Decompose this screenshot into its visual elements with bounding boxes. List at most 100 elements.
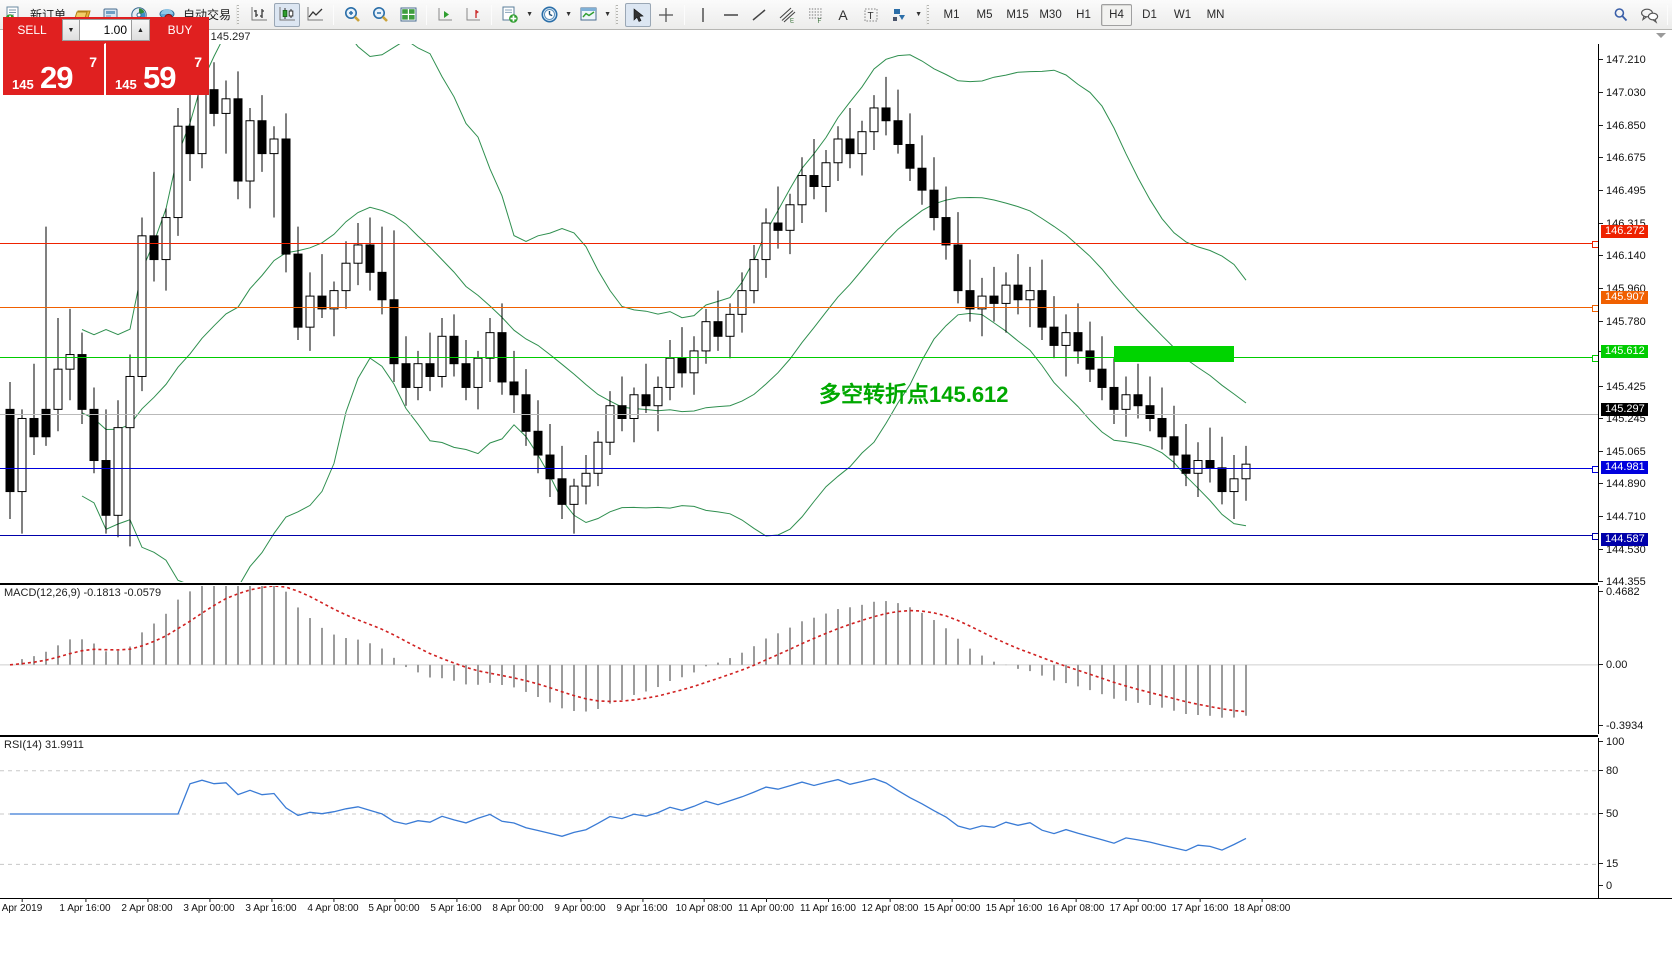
volume-input[interactable]: 1.00	[80, 19, 132, 41]
zoom-out-icon[interactable]	[367, 3, 393, 27]
auto-scroll-icon[interactable]	[432, 3, 458, 27]
timeframe-h1[interactable]: H1	[1076, 8, 1091, 21]
time-axis-tick: 5 Apr 16:00	[430, 898, 482, 914]
line-chart-icon[interactable]	[302, 3, 328, 27]
chat-icon[interactable]	[1636, 3, 1662, 27]
timeframe-m5[interactable]: M5	[976, 8, 993, 21]
macd-label[interactable]: MACD(12,26,9) -0.1813 -0.0579	[4, 587, 162, 599]
level-handle[interactable]	[1592, 466, 1598, 473]
zoom-in-icon[interactable]	[339, 3, 365, 27]
chevron-down-icon[interactable]: ▼	[526, 11, 533, 18]
time-axis-tick: 18 Apr 08:00	[1233, 898, 1291, 914]
pane-separator-rsi[interactable]	[0, 735, 1598, 737]
fibonacci-retracement-icon[interactable]: F	[802, 3, 828, 27]
text-icon[interactable]: A	[838, 6, 848, 23]
macd-axis-tick: 0.00	[1599, 659, 1627, 671]
price-level-tag-current-price[interactable]: 145.297	[1601, 402, 1648, 416]
cursor-icon[interactable]	[625, 2, 652, 27]
time-axis-tick: 17 Apr 16:00	[1171, 898, 1229, 914]
level-handle[interactable]	[1592, 533, 1598, 540]
level-handle[interactable]	[1592, 355, 1598, 362]
bar-chart-icon[interactable]	[246, 3, 272, 27]
time-axis-tick: 4 Apr 08:00	[307, 898, 359, 914]
pane-separator-macd[interactable]	[0, 583, 1598, 585]
toolbar-group-cursor	[624, 0, 680, 30]
price-level-tag-support-2[interactable]: 144.587	[1601, 532, 1648, 546]
green-highlight-box[interactable]	[1114, 346, 1234, 362]
buy-label[interactable]: BUY	[151, 17, 209, 43]
rsi-axis-tick: 0	[1599, 880, 1612, 892]
buy-price-fraction: 7	[194, 54, 202, 70]
timeframe-m1[interactable]: M1	[943, 8, 960, 21]
price-level-tag-resistance-1[interactable]: 145.907	[1601, 291, 1648, 305]
data-window-icon[interactable]	[395, 3, 421, 27]
chevron-down-icon[interactable]: ▼	[565, 11, 572, 18]
chevron-down-icon[interactable]: ▼	[915, 11, 922, 18]
level-line-144587[interactable]	[0, 533, 1598, 540]
level-line-144981[interactable]	[0, 466, 1598, 473]
rsi-label[interactable]: RSI(14) 31.9911	[4, 739, 84, 751]
period-icon[interactable]	[536, 3, 562, 27]
toolbar-group-insert: ▼ ▼ ▼	[496, 0, 613, 30]
sell-price-button[interactable]: 145 29 7	[3, 43, 106, 95]
price-level-tag-support-1[interactable]: 144.981	[1601, 460, 1648, 474]
timeframe-m30[interactable]: M30	[1039, 8, 1062, 21]
rsi-plot[interactable]	[0, 738, 1598, 898]
rsi-axis-tick: 100	[1599, 736, 1624, 748]
timeframe-m15[interactable]: M15	[1006, 8, 1029, 21]
time-axis-tick: 8 Apr 00:00	[492, 898, 544, 914]
toolbar-grip-draw[interactable]	[615, 4, 621, 25]
buy-price-button[interactable]: 145 59 7	[106, 43, 209, 95]
templates-icon[interactable]	[575, 3, 601, 27]
price-axis-tick: 147.030	[1599, 87, 1646, 99]
candlestick-chart-icon[interactable]	[274, 2, 301, 27]
timeframe-mn[interactable]: MN	[1206, 8, 1225, 21]
chart-title-bar: GBPJPY-,H4 145.295 145.432 145.276 145.2…	[0, 30, 1672, 44]
chevron-down-icon[interactable]: ▼	[604, 11, 611, 18]
toolbar-group-zoom	[338, 0, 422, 30]
macd-plot[interactable]	[0, 586, 1598, 734]
sell-price-prefix: 145	[12, 77, 34, 92]
price-axis-tick: 144.890	[1599, 478, 1646, 490]
toolbar-grip-periods[interactable]	[926, 4, 932, 25]
profiles-icon[interactable]	[98, 3, 124, 27]
equidistant-channel-icon[interactable]: E	[774, 3, 800, 27]
volume-dropdown-icon[interactable]: ▼	[62, 19, 80, 41]
chart-shift-icon[interactable]	[460, 3, 486, 27]
price-level-tag-resistance-2[interactable]: 146.272	[1601, 224, 1648, 238]
volume-increment-icon[interactable]: ▲	[132, 19, 150, 41]
level-handle[interactable]	[1592, 305, 1598, 312]
trendline-icon[interactable]	[746, 3, 772, 27]
text-label-icon[interactable]: T	[858, 3, 884, 27]
sell-price-big: 29	[40, 60, 73, 95]
horizontal-line-icon[interactable]	[718, 3, 744, 27]
one-click-trading-panel: SELL ▼ 1.00 ▲ BUY 145 29 7 145 59 7	[3, 17, 209, 95]
timeframe-w1[interactable]: W1	[1173, 8, 1192, 21]
vertical-line-icon[interactable]	[690, 3, 716, 27]
new-chart-icon[interactable]	[497, 3, 523, 27]
level-line-145907[interactable]	[0, 305, 1598, 312]
price-axis-labels[interactable]: 147.210147.030146.850146.675146.495146.3…	[1599, 44, 1672, 588]
time-axis[interactable]: Apr 2019 1 Apr 16:00 2 Apr 08:00 3 Apr 00:0…	[0, 898, 1672, 922]
toolbar-grip-charts[interactable]	[236, 4, 242, 25]
timeframe-h4[interactable]: H4	[1101, 3, 1133, 26]
toolbar-group-right	[1607, 0, 1672, 30]
toolbar-group-scroll	[431, 0, 487, 30]
price-level-tag-pivot[interactable]: 145.612	[1601, 345, 1648, 359]
crosshair-icon[interactable]	[653, 3, 679, 27]
timeframe-d1[interactable]: D1	[1142, 8, 1157, 21]
price-axis-tick: 147.210	[1599, 54, 1646, 66]
shapes-icon[interactable]	[886, 3, 912, 27]
level-line-146272[interactable]	[0, 241, 1598, 248]
main-toolbar: 新订单	[0, 0, 1672, 30]
collapse-icon[interactable]	[1656, 33, 1666, 38]
level-line-145612[interactable]	[0, 355, 1598, 362]
time-axis-tick: 16 Apr 08:00	[1047, 898, 1105, 914]
level-handle[interactable]	[1592, 241, 1598, 248]
search-icon[interactable]	[1608, 3, 1634, 27]
chart-annotation-text[interactable]: 多空转折点145.612	[819, 382, 1009, 407]
sell-label[interactable]: SELL	[3, 17, 61, 43]
price-plot[interactable]: 多空转折点145.612	[0, 44, 1598, 582]
price-axis-tick: 144.530	[1599, 544, 1646, 556]
